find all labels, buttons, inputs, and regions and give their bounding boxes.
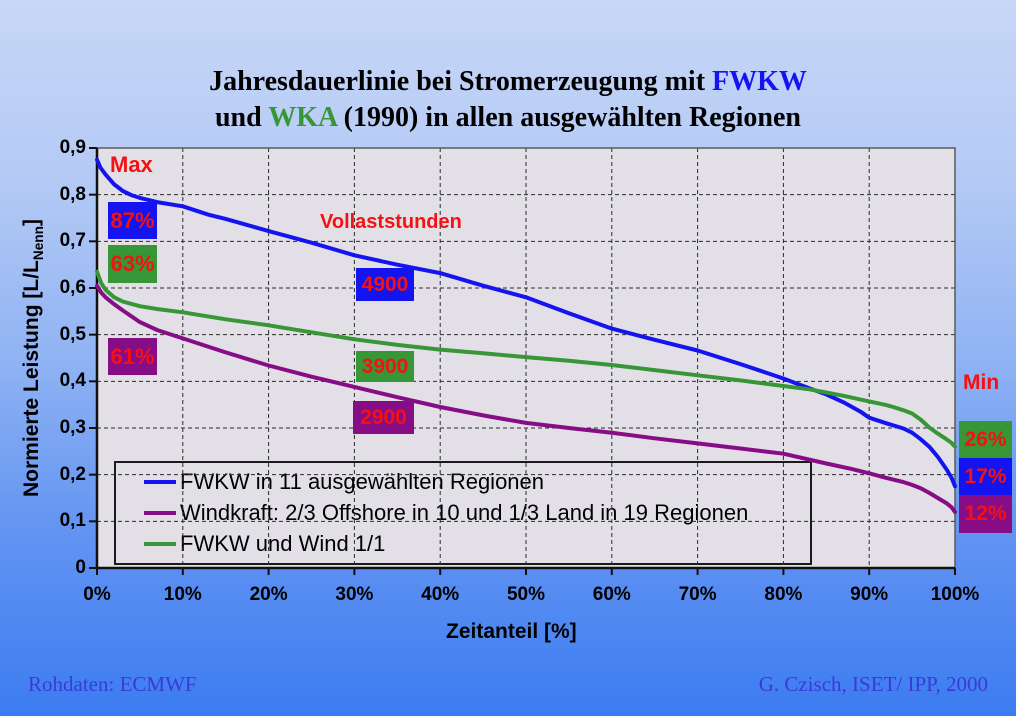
y-tick-label: 0,6 [59,277,86,298]
chart-title-line2: und WKA (1990) in allen ausgewählten Reg… [0,100,1016,136]
annotation-box-vollast-mix: 3900 [356,351,414,382]
annotation-box-min-fwkw: 17% [959,458,1012,495]
y-tick-label: 0,1 [59,510,86,532]
x-tick-label: 70% [678,584,717,605]
title-text: und [214,102,269,133]
chart-title-line1: Jahresdauerlinie bei Stromerzeugung mit … [0,64,1016,100]
x-tick-label: 100% [930,584,980,605]
chart-title: Jahresdauerlinie bei Stromerzeugung mit … [0,64,1016,136]
x-tick-label: 50% [506,584,546,605]
footer-source: Rohdaten: ECMWF [28,672,197,696]
legend-line-sample-fwkw [144,480,176,485]
x-tick-label: 60% [592,584,631,605]
x-tick-label: 30% [335,584,374,605]
x-tick-label: 0% [83,584,111,605]
title-text: Jahresdauerlinie bei Stromerzeugung mit [209,66,713,97]
max-label: Max [110,152,153,177]
x-tick-label: 10% [163,584,202,605]
y-tick-label: 0,8 [59,183,86,205]
legend-line-sample-windkraft [144,510,176,515]
legend: FWKW in 11 ausgewählten Regionen Windkra… [114,461,812,565]
legend-row: FWKW und Wind 1/1 [116,531,810,557]
y-tick-label: 0,3 [59,417,86,438]
annotation-box-min-wind: 12% [959,495,1012,533]
y-tick-label: 0,5 [59,323,86,345]
annotation-box-max-fwkw: 87% [108,202,157,239]
legend-label: FWKW in 11 ausgewählten Regionen [180,469,545,495]
annotation-box-min-mix: 26% [959,421,1012,458]
x-tick-label: 40% [421,584,460,605]
legend-label: Windkraft: 2/3 Offshore in 10 und 1/3 La… [180,499,749,525]
x-tick-label: 90% [850,584,889,605]
y-tick-label: 0 [75,557,86,578]
annotation-box-vollast-fwkw: 4900 [356,268,414,301]
annotation-box-max-mix: 63% [108,245,157,283]
y-tick-label: 0,9 [59,137,86,158]
x-tick-label: 80% [764,584,803,605]
legend-row: FWKW in 11 ausgewählten Regionen [116,469,810,495]
vollaststunden-label: Vollaststunden [320,211,462,233]
min-label: Min [963,371,1000,394]
x-axis-title: Zeitanteil [%] [446,620,577,643]
y-tick-label: 0,7 [59,230,86,252]
y-tick-label: 0,4 [59,370,86,392]
annotation-box-max-wind: 61% [108,338,157,375]
footer-author: G. Czisch, ISET/ IPP, 2000 [758,672,988,696]
x-tick-label: 20% [249,584,288,605]
title-highlight-fwkw: FWKW [712,66,807,97]
y-tick-label: 0,2 [59,463,86,485]
legend-row: Windkraft: 2/3 Offshore in 10 und 1/3 La… [116,500,810,526]
legend-label: FWKW und Wind 1/1 [180,530,386,556]
annotation-box-vollast-wind: 2900 [353,401,414,434]
title-text: (1990) in allen ausgewählten Regionen [336,102,802,133]
legend-line-sample-fwkw-wind [144,541,176,546]
title-highlight-wka: WKA [268,102,337,133]
